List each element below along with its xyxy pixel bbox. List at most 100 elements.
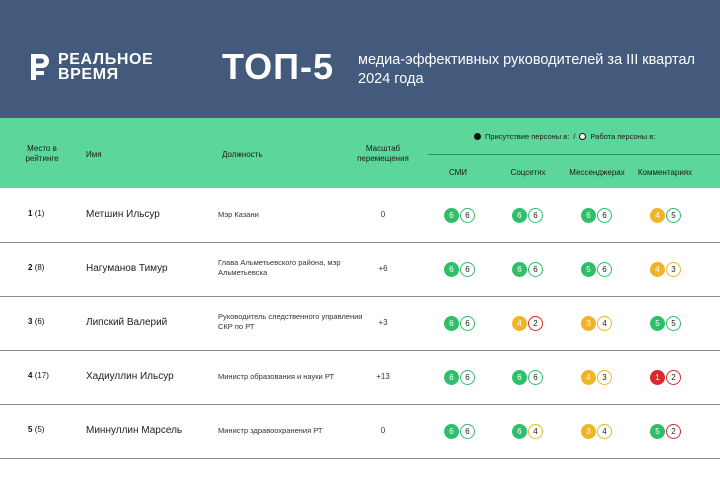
work-score-badge: 6 xyxy=(597,262,612,277)
column-header-name: Имя xyxy=(86,150,102,159)
table-row: 2 (8) Нагуманов Тимур Глава Альметьевского… xyxy=(0,243,720,297)
presence-score-badge: 4 xyxy=(581,370,596,385)
work-score-badge: 6 xyxy=(460,316,475,331)
legend-divider xyxy=(428,154,720,155)
person-name: Миннуллин Марсель xyxy=(86,425,183,436)
presence-score-badge: 5 xyxy=(581,262,596,277)
table-row: 1 (1) Метшин Ильсур Мэр Казани 0 6 6 6 6 6 6 4 5 xyxy=(0,189,720,243)
work-score-badge: 6 xyxy=(597,208,612,223)
rank-cell: 2 (8) xyxy=(28,263,44,272)
presence-score-badge: 6 xyxy=(512,370,527,385)
column-header-messengers: Мессенджерах xyxy=(569,168,625,177)
column-header-scale: Масштаб перемещения xyxy=(357,144,409,163)
work-score-badge: 6 xyxy=(460,262,475,277)
logo-line1: РЕАЛЬНОЕ xyxy=(58,51,154,68)
presence-score-badge: 6 xyxy=(581,208,596,223)
presence-score-badge: 3 xyxy=(581,424,596,439)
presence-score-badge: 5 xyxy=(650,424,665,439)
open-dot-icon xyxy=(579,133,587,140)
column-header-position: Должность xyxy=(222,150,263,159)
presence-score-badge: 6 xyxy=(444,316,459,331)
presence-score-badge: 6 xyxy=(444,262,459,277)
rank-value: 2 xyxy=(28,263,33,272)
column-header-media: СМИ xyxy=(448,168,468,177)
rank-value: 5 xyxy=(28,425,33,434)
column-header-social: Соцсетях xyxy=(510,168,546,177)
rank-cell: 5 (5) xyxy=(28,425,44,434)
table-row: 4 (17) Хадиуллин Ильсур Министр образовани… xyxy=(0,351,720,405)
movement-scale: +13 xyxy=(376,372,390,381)
filled-dot-icon xyxy=(474,133,481,140)
rank-cell: 4 (17) xyxy=(28,371,49,380)
work-score-badge: 4 xyxy=(528,424,543,439)
movement-scale: +6 xyxy=(378,264,388,273)
work-score-badge: 4 xyxy=(597,424,612,439)
column-header-comments: Комментариях xyxy=(637,168,693,177)
presence-score-badge: 4 xyxy=(650,262,665,277)
person-position: Министр образования и науки РТ xyxy=(218,372,335,381)
work-score-badge: 3 xyxy=(666,262,681,277)
work-score-badge: 2 xyxy=(528,316,543,331)
logo-icon xyxy=(31,54,49,80)
person-position: Глава Альметьевского района, мэр Альметь… xyxy=(218,258,341,277)
rank-previous: (1) xyxy=(34,209,45,218)
rank-previous: (8) xyxy=(34,263,45,272)
presence-score-badge: 6 xyxy=(444,370,459,385)
person-name: Хадиуллин Ильсур xyxy=(86,371,174,382)
person-name: Метшин Ильсур xyxy=(86,209,160,220)
work-score-badge: 2 xyxy=(666,424,681,439)
logo: РЕАЛЬНОЕ ВРЕМЯ xyxy=(28,50,168,84)
rank-cell: 1 (1) xyxy=(28,209,44,218)
rank-cell: 3 (6) xyxy=(28,317,44,326)
table-header: Место в рейтинге Имя Должность Масштаб п… xyxy=(0,118,720,188)
work-score-badge: 5 xyxy=(666,316,681,331)
rank-previous: (6) xyxy=(34,317,45,326)
presence-score-badge: 1 xyxy=(650,370,665,385)
table-row: 3 (6) Липский Валерий Руководитель следств… xyxy=(0,297,720,351)
rank-value: 4 xyxy=(28,371,33,380)
work-score-badge: 6 xyxy=(528,208,543,223)
table-row: 5 (5) Миннуллин Марсель Министр здравоохра… xyxy=(0,405,720,459)
person-name: Липский Валерий xyxy=(86,317,168,328)
legend-presence-label: Присутствие персоны в: xyxy=(485,132,570,141)
presence-score-badge: 4 xyxy=(650,208,665,223)
header-banner: РЕАЛЬНОЕ ВРЕМЯ ТОП-5 медиа-эффективных р… xyxy=(0,0,720,118)
presence-score-badge: 3 xyxy=(581,316,596,331)
presence-score-badge: 6 xyxy=(444,424,459,439)
work-score-badge: 4 xyxy=(597,316,612,331)
rank-previous: (17) xyxy=(34,371,49,380)
work-score-badge: 6 xyxy=(460,208,475,223)
rank-previous: (5) xyxy=(34,425,45,434)
work-score-badge: 6 xyxy=(460,370,475,385)
person-position: Мэр Казани xyxy=(218,210,259,219)
presence-score-badge: 6 xyxy=(512,424,527,439)
movement-scale: 0 xyxy=(380,210,386,219)
work-score-badge: 6 xyxy=(460,424,475,439)
movement-scale: +3 xyxy=(378,318,388,327)
person-name: Нагуманов Тимур xyxy=(86,263,168,274)
work-score-badge: 6 xyxy=(528,370,543,385)
rank-value: 1 xyxy=(28,209,33,218)
presence-score-badge: 5 xyxy=(650,316,665,331)
work-score-badge: 5 xyxy=(666,208,681,223)
logo-line2: ВРЕМЯ xyxy=(58,66,119,83)
page-title: ТОП-5 xyxy=(222,46,334,87)
presence-score-badge: 6 xyxy=(512,262,527,277)
column-header-rank: Место в рейтинге xyxy=(25,144,59,163)
